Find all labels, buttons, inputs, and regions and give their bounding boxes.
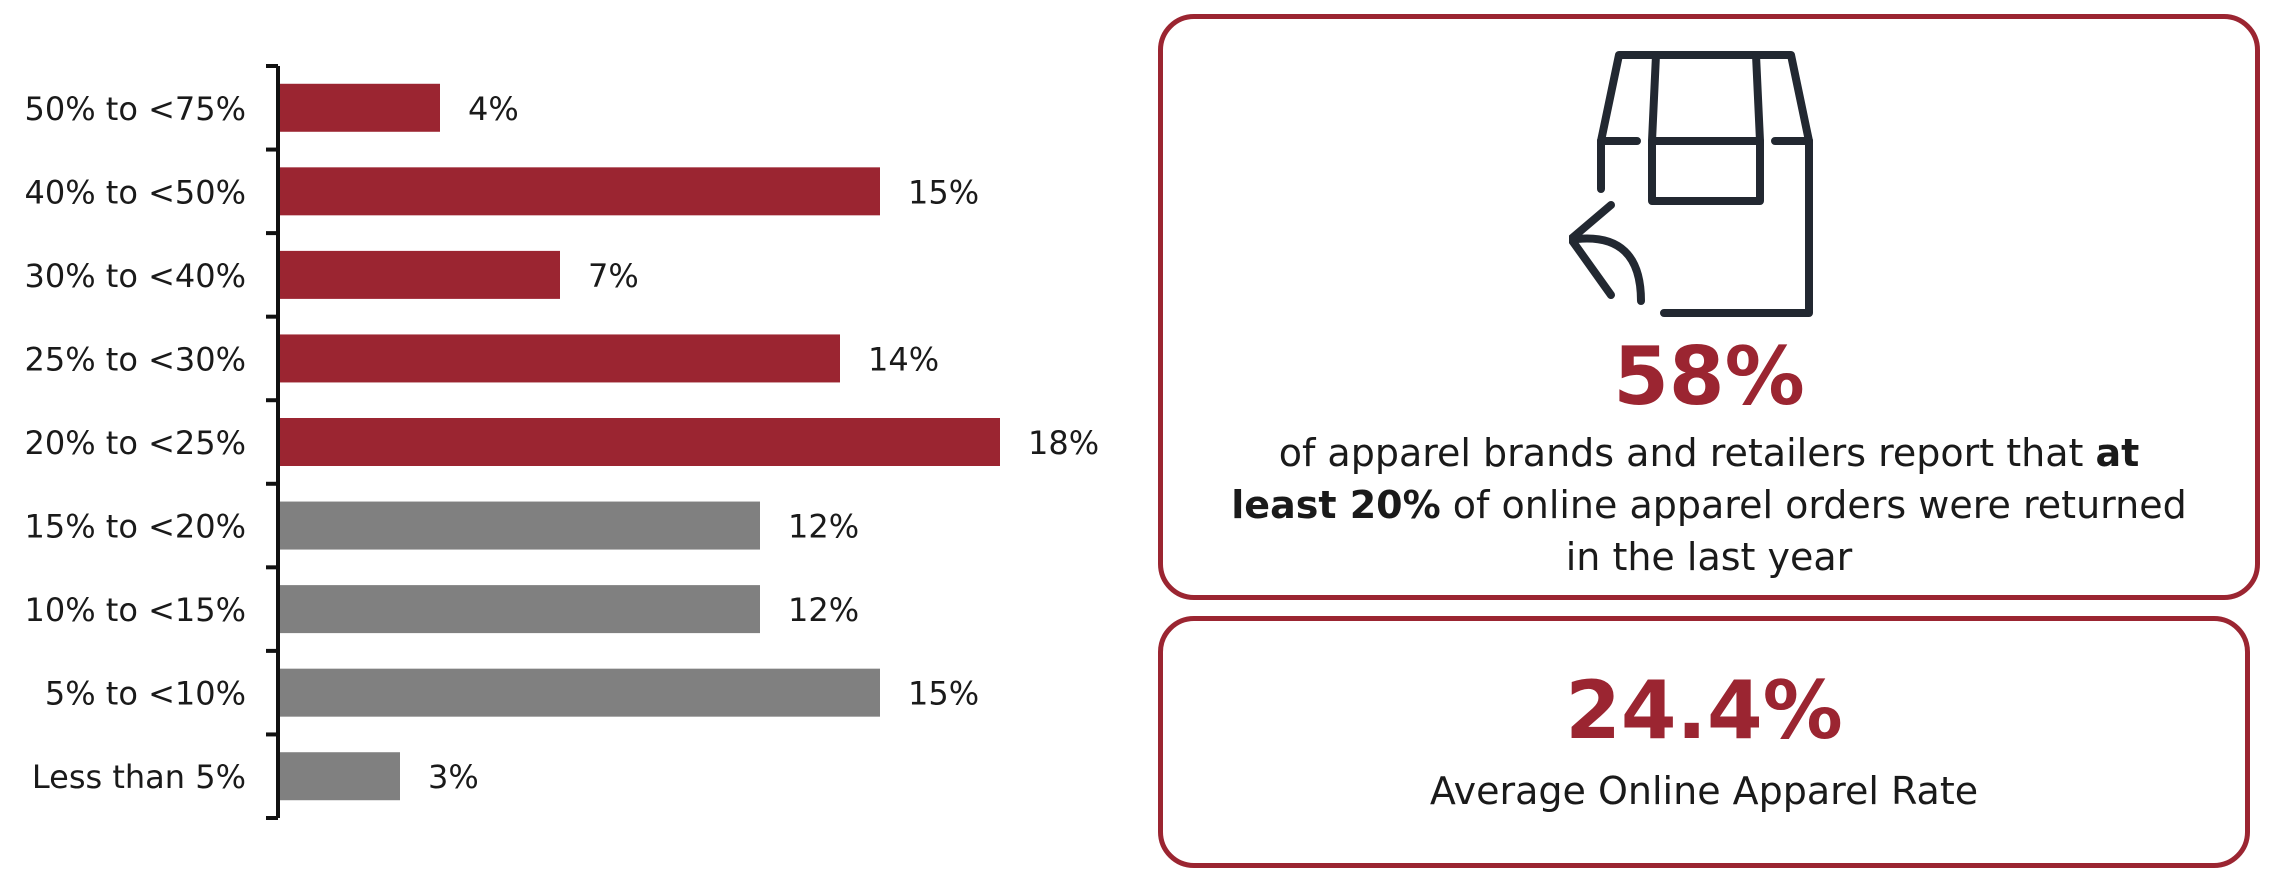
bar-chart: 50% to <75% 4% 40% to <50% 15% 30% to <40% 7%… [24,64,1099,820]
data-label: 15% [908,173,979,211]
returns-desc-bold: at least 20% [1231,431,2140,527]
category-label: 25% to <30% [24,340,246,378]
average-label: Average Online Apparel Rate [1429,769,1979,813]
category-label: 30% to <40% [24,257,246,295]
bar [280,334,840,383]
category-label: 50% to <75% [24,90,246,128]
data-label: 4% [468,90,519,128]
returns-stat: 58% [1613,330,1805,423]
data-label: 14% [868,340,939,378]
category-label: 40% to <50% [24,173,246,211]
stat-card-returns: 58% of apparel brands and retailers repo… [1158,14,2260,600]
data-label: 12% [788,508,859,546]
bar [280,501,760,550]
bar [280,83,440,132]
category-label: 10% to <15% [24,591,246,629]
returns-description: of apparel brands and retailers report t… [1223,427,2195,583]
category-label: 15% to <20% [24,508,246,546]
data-label: 3% [428,758,479,796]
bar [280,250,560,299]
category-label: 20% to <25% [24,424,246,462]
bar [280,418,1000,466]
returns-desc-before: of apparel brands and retailers report t… [1278,431,2096,475]
returns-desc-after: of online apparel orders were returned i… [1440,483,2187,579]
data-label: 18% [1028,424,1099,462]
bar [280,668,880,717]
bar [280,752,400,801]
package-return-icon [1569,51,1813,317]
category-label: Less than 5% [32,758,246,796]
data-label: 15% [908,675,979,713]
stat-card-average: 24.4% Average Online Apparel Rate [1158,616,2250,868]
bar [280,167,880,216]
data-label: 12% [788,591,859,629]
bar [280,585,760,634]
average-stat: 24.4% [1565,664,1843,757]
category-label: 5% to <10% [45,675,246,713]
data-label: 7% [588,257,639,295]
